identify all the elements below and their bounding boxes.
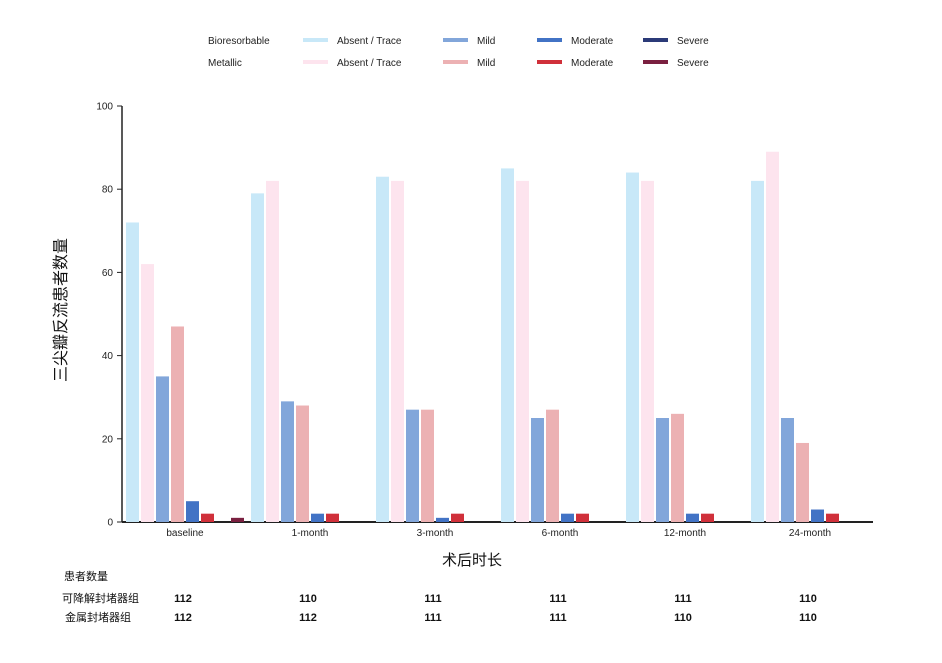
bar-metallic-severe-baseline: [231, 517, 244, 522]
bar-metallic-moderate-1-month: [326, 513, 339, 522]
x-tick-label: 1-month: [292, 528, 329, 539]
bar-metallic-absent-trace-12-month: [641, 180, 654, 522]
table-title: 患者数量: [64, 570, 108, 583]
bar-metallic-absent-trace-1-month: [266, 180, 279, 522]
y-tick-label: 60: [102, 268, 114, 279]
x-tick-label: baseline: [166, 528, 204, 539]
bar-metallic-absent-trace-3-month: [391, 180, 404, 522]
x-tick-label: 6-month: [542, 528, 579, 539]
bar-metallic-mild-24-month: [796, 442, 809, 522]
table-row-label: 金属封堵器组: [65, 610, 131, 624]
legend-label: Severe: [677, 58, 709, 69]
bar-metallic-mild-3-month: [421, 409, 434, 522]
y-tick-label: 0: [107, 518, 113, 529]
bar-bioresorbable-absent-trace-6-month: [501, 168, 514, 522]
bar-bioresorbable-moderate-1-month: [311, 513, 324, 522]
table-cell: 112: [174, 593, 192, 605]
legend-group-label: Bioresorbable: [208, 36, 270, 47]
bar-bioresorbable-absent-trace-baseline: [126, 222, 139, 523]
table-cell: 110: [799, 612, 817, 624]
bar-bioresorbable-mild-6-month: [531, 418, 544, 522]
table-cell: 111: [549, 593, 566, 605]
legend-swatch: [443, 60, 468, 64]
bar-metallic-absent-trace-24-month: [766, 151, 779, 522]
legend-swatch: [643, 38, 668, 42]
table-cell: 111: [424, 612, 441, 624]
legend-swatch: [303, 60, 328, 64]
bar-metallic-mild-1-month: [296, 405, 309, 522]
legend-label: Moderate: [571, 58, 614, 69]
x-tick-label: 12-month: [664, 528, 706, 539]
legend-swatch: [443, 38, 468, 42]
bar-bioresorbable-moderate-6-month: [561, 513, 574, 522]
bar-bioresorbable-mild-24-month: [781, 418, 794, 522]
legend-label: Mild: [477, 58, 495, 69]
legend-label: Absent / Trace: [337, 58, 402, 69]
legend-swatch: [643, 60, 668, 64]
bar-bioresorbable-moderate-24-month: [811, 509, 824, 522]
table-cell: 112: [174, 612, 192, 624]
bar-metallic-moderate-6-month: [576, 513, 589, 522]
legend-label: Severe: [677, 36, 709, 47]
bar-bioresorbable-mild-1-month: [281, 401, 294, 522]
x-axis-label: 术后时长: [442, 552, 502, 569]
legend-label: Mild: [477, 36, 495, 47]
bar-bioresorbable-mild-12-month: [656, 418, 669, 522]
y-tick-label: 100: [96, 102, 113, 113]
table-cell: 110: [299, 593, 317, 605]
x-tick-label: 3-month: [417, 528, 454, 539]
bar-bioresorbable-moderate-3-month: [436, 517, 449, 522]
legend-group-label: Metallic: [208, 58, 242, 69]
bar-bioresorbable-absent-trace-24-month: [751, 180, 764, 522]
legend-label: Absent / Trace: [337, 36, 402, 47]
bar-bioresorbable-absent-trace-3-month: [376, 176, 389, 522]
bar-bioresorbable-mild-baseline: [156, 376, 169, 522]
bar-metallic-moderate-12-month: [701, 513, 714, 522]
bar-bioresorbable-absent-trace-12-month: [626, 172, 639, 522]
y-tick-label: 20: [102, 434, 114, 445]
bar-metallic-mild-baseline: [171, 326, 184, 522]
y-axis-label: 三尖瓣反流患者数量: [52, 238, 70, 382]
table-cell: 112: [299, 612, 317, 624]
bar-bioresorbable-absent-trace-1-month: [251, 193, 264, 523]
table-cell: 111: [424, 593, 441, 605]
bar-metallic-mild-6-month: [546, 409, 559, 522]
bar-metallic-absent-trace-baseline: [141, 264, 154, 522]
table-cell: 111: [549, 612, 566, 624]
y-tick-label: 40: [102, 351, 114, 362]
bar-metallic-absent-trace-6-month: [516, 180, 529, 522]
legend-swatch: [537, 38, 562, 42]
table-cell: 110: [799, 593, 817, 605]
bar-bioresorbable-moderate-baseline: [186, 501, 199, 522]
legend-label: Moderate: [571, 36, 614, 47]
bar-bioresorbable-mild-3-month: [406, 409, 419, 522]
legend-swatch: [537, 60, 562, 64]
bar-metallic-moderate-3-month: [451, 513, 464, 522]
bar-metallic-mild-12-month: [671, 413, 684, 522]
y-tick-label: 80: [102, 185, 114, 196]
table-cell: 110: [674, 612, 692, 624]
x-tick-label: 24-month: [789, 528, 831, 539]
table-cell: 111: [674, 593, 691, 605]
table-row-label: 可降解封堵器组: [62, 591, 139, 605]
legend-swatch: [303, 38, 328, 42]
bar-bioresorbable-moderate-12-month: [686, 513, 699, 522]
bar-metallic-moderate-24-month: [826, 513, 839, 522]
bar-metallic-moderate-baseline: [201, 513, 214, 522]
